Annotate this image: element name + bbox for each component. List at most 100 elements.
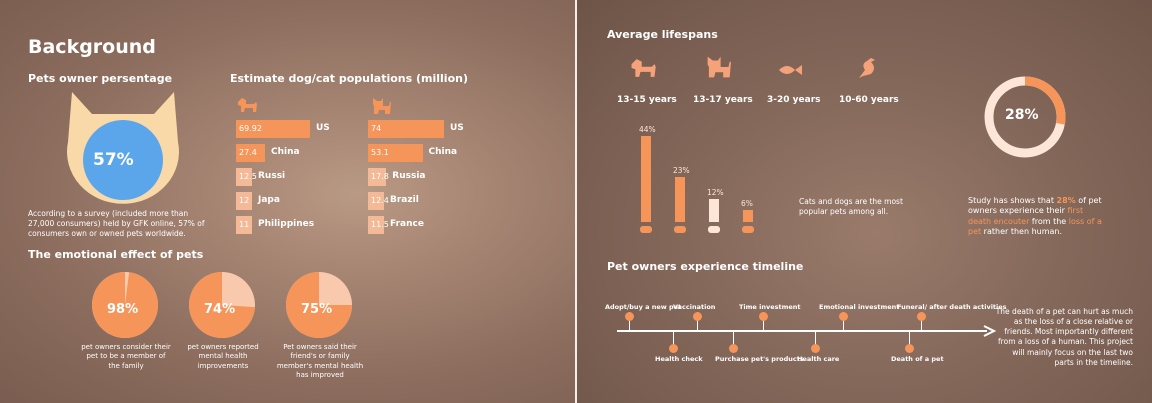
pie-percent-label: 98% xyxy=(107,302,139,317)
timeline-stem xyxy=(763,312,764,330)
bird-icon xyxy=(742,226,754,233)
dog-icon xyxy=(631,59,656,77)
timeline-stem xyxy=(921,312,922,330)
emotional-heading: The emotional effect of pets xyxy=(28,248,204,261)
pie-chart xyxy=(92,272,158,338)
bird-icon xyxy=(859,58,875,78)
lifespan-label: 3-20 years xyxy=(767,95,821,105)
timeline-event-label: Emotional investment xyxy=(819,303,900,311)
background-panel: Background Pets owner persentage 57% Acc… xyxy=(0,0,575,403)
timeline-line xyxy=(617,330,987,332)
pie-caption: pet owners reported mental health improv… xyxy=(187,343,259,370)
timeline-stem xyxy=(733,332,734,346)
cats-bar: 74 xyxy=(368,120,444,138)
timeline-stem xyxy=(909,332,910,346)
dogs-bar: 12.5 xyxy=(236,168,257,186)
lifespan-label: 13-15 years xyxy=(617,95,677,105)
cats-bar: 11.5 xyxy=(368,216,389,234)
cats-bar: 17.8 xyxy=(368,168,389,186)
timeline-dot xyxy=(759,312,768,321)
country-label: Russia xyxy=(392,171,426,181)
cat-icon xyxy=(674,226,686,233)
timeline-stem xyxy=(629,312,630,330)
timeline-event-label: Time investment xyxy=(739,303,801,311)
bar-value-label: 11 xyxy=(239,220,250,229)
share-value-label: 12% xyxy=(707,187,724,197)
timeline-dot xyxy=(625,312,634,321)
share-bar xyxy=(743,210,753,222)
survey-text: According to a survey (included more tha… xyxy=(28,209,205,239)
bar-value-label: 53.1 xyxy=(371,148,389,157)
timeline-dot xyxy=(811,344,820,353)
country-label: France xyxy=(390,219,424,229)
cat-icon xyxy=(707,56,731,78)
pie-value-slice xyxy=(189,272,255,338)
share-bar xyxy=(675,177,685,222)
country-label: China xyxy=(428,147,458,157)
pie-chart xyxy=(286,272,352,338)
lifespan-heading: Average lifespans xyxy=(607,28,718,41)
study-text-part: rather then human. xyxy=(981,227,1063,237)
bar-value-label: 12.4 xyxy=(371,196,389,205)
pie-chart xyxy=(189,272,255,338)
study-highlight-first-death: first death encouter xyxy=(968,206,1084,226)
study-highlight-loss: loss of a pet xyxy=(968,216,1102,237)
bar-value-label: 17.8 xyxy=(371,172,389,181)
pet-owner-badge xyxy=(67,92,179,204)
timeline-dot xyxy=(669,344,678,353)
country-label: US xyxy=(450,123,464,133)
study-text: Study has shows that 28% of pet owners e… xyxy=(968,196,1108,238)
pie-caption: pet owners consider their pet to be a me… xyxy=(81,343,171,370)
pie-percent-label: 75% xyxy=(301,302,333,317)
timeline-dot xyxy=(839,312,848,321)
study-text-part: of pet owners experience their xyxy=(968,196,1102,216)
timeline-dot xyxy=(905,344,914,353)
timeline-stem xyxy=(697,312,698,330)
dog-icon xyxy=(238,98,257,112)
lifespan-panel: Average lifespans 13-15 years 13-17 years… xyxy=(577,0,1152,403)
population-heading: Estimate dog/cat populations (million) xyxy=(230,72,468,85)
timeline-event-label: Purchase pet's products xyxy=(715,355,804,363)
study-text-part: Study has shows that xyxy=(968,196,1057,205)
country-label: China xyxy=(270,147,300,157)
share-value-label: 6% xyxy=(741,199,753,209)
study-text-part: from the xyxy=(1029,216,1069,226)
death-encounter-ring xyxy=(984,76,1066,158)
pie-percent-label: 74% xyxy=(204,302,236,317)
lifespan-label: 10-60 years xyxy=(839,95,899,105)
bar-value-label: 12 xyxy=(239,196,250,205)
dogs-bar: 27.4 xyxy=(236,144,265,162)
share-value-label: 23% xyxy=(673,166,690,176)
study-highlight-percent: 28% xyxy=(1056,196,1076,205)
country-label: Russi xyxy=(258,171,286,181)
cats-bar: 53.1 xyxy=(368,144,423,162)
pie-value-slice xyxy=(92,272,158,338)
country-label: Japa xyxy=(258,195,280,205)
timeline-event-label: Health care xyxy=(797,355,840,363)
dogs-bar: 12 xyxy=(236,192,252,210)
timeline-stem xyxy=(843,312,844,330)
share-bar xyxy=(709,198,719,222)
timeline-event-label: Vaccination xyxy=(673,303,716,311)
fish-icon xyxy=(708,226,720,233)
dogs-bar: 69.92 xyxy=(236,120,310,138)
pie-caption: Pet owners said their friend's or family… xyxy=(276,343,364,380)
timeline-note: The death of a pet can hurt as much as t… xyxy=(995,307,1133,367)
page-title: Background xyxy=(28,36,156,58)
country-label: Philippines xyxy=(258,219,315,229)
pet-share-caption: Cats and dogs are the most popular pets … xyxy=(799,197,903,217)
timeline-stem xyxy=(673,332,674,346)
share-bar xyxy=(641,136,651,222)
bar-value-label: 12.5 xyxy=(239,172,257,181)
dog-icon xyxy=(640,226,652,233)
dogs-bar: 11 xyxy=(236,216,252,234)
owner-percent: 57% xyxy=(93,150,134,170)
cat-icon xyxy=(373,98,391,114)
panel-divider xyxy=(575,0,577,403)
pie-value-slice xyxy=(286,272,352,338)
timeline-event-label: Adopt/buy a new pet xyxy=(605,303,682,311)
bar-value-label: 11.5 xyxy=(371,220,389,229)
ring-percent: 28% xyxy=(1005,107,1039,123)
bar-value-label: 74 xyxy=(371,124,382,133)
country-label: Brazil xyxy=(390,195,419,205)
